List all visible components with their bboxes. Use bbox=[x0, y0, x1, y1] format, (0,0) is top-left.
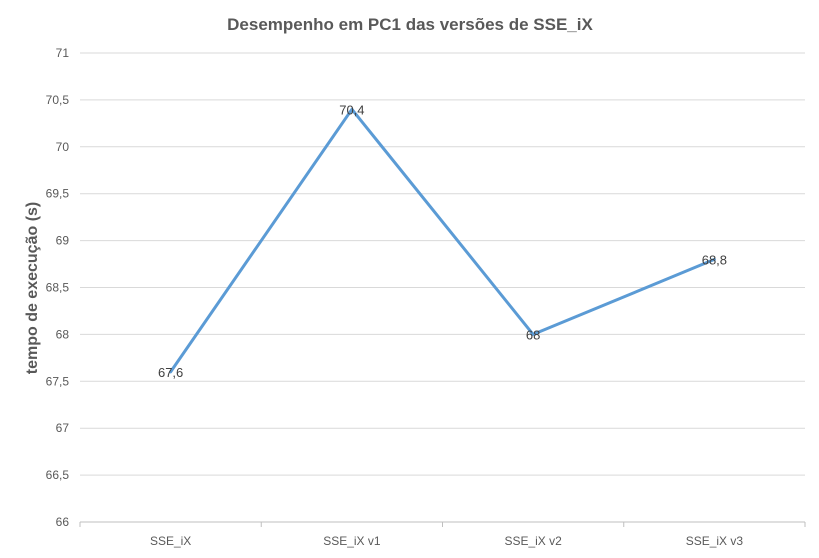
y-tick-label: 66,5 bbox=[46, 468, 70, 482]
y-tick-label: 68 bbox=[56, 327, 70, 341]
y-tick-label: 70 bbox=[56, 140, 70, 154]
y-axis-label: tempo de execução (s) bbox=[24, 202, 41, 375]
y-tick-labels: 66 66,5 67 67,5 68 68,5 69 69,5 70 70,5 71 bbox=[46, 46, 70, 529]
y-tick-label: 71 bbox=[56, 46, 70, 60]
chart-title: Desempenho em PC1 das versões de SSE_iX bbox=[227, 15, 593, 34]
data-label: 68,8 bbox=[702, 252, 727, 267]
x-tick-label: SSE_iX v1 bbox=[323, 534, 381, 548]
data-labels: 67,6 70,4 68 68,8 bbox=[158, 102, 727, 380]
data-label: 70,4 bbox=[339, 102, 364, 117]
data-label: 67,6 bbox=[158, 365, 183, 380]
y-tick-label: 67,5 bbox=[46, 374, 70, 388]
y-tick-label: 68,5 bbox=[46, 281, 70, 295]
data-label: 68 bbox=[526, 327, 540, 342]
y-tick-label: 70,5 bbox=[46, 93, 70, 107]
x-tick-label: SSE_iX bbox=[150, 534, 191, 548]
y-tick-label: 69 bbox=[56, 234, 70, 248]
y-tick-label: 69,5 bbox=[46, 187, 70, 201]
y-tick-label: 66 bbox=[56, 515, 70, 529]
series-line-layer bbox=[169, 107, 716, 374]
series-line bbox=[169, 107, 716, 374]
gridlines bbox=[79, 52, 806, 527]
x-tick-label: SSE_iX v3 bbox=[686, 534, 744, 548]
x-tick-label: SSE_iX v2 bbox=[504, 534, 562, 548]
y-tick-label: 67 bbox=[56, 421, 70, 435]
x-tick-labels: SSE_iX SSE_iX v1 SSE_iX v2 SSE_iX v3 bbox=[150, 534, 743, 548]
